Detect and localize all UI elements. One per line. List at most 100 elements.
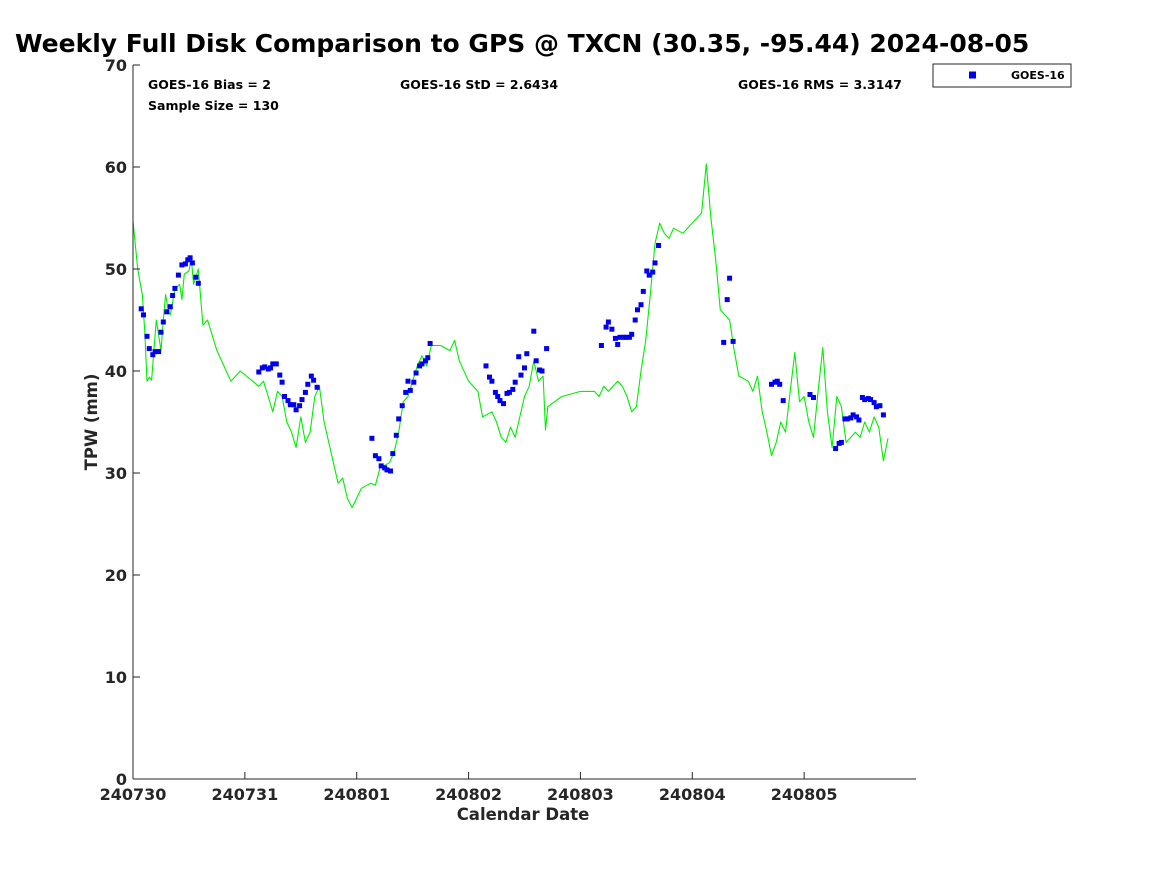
goes-16-point: [146, 346, 152, 352]
goes-16-point: [856, 417, 862, 423]
goes-16-point: [419, 361, 425, 367]
goes-16-point: [629, 331, 635, 337]
goes-16-point: [848, 415, 854, 421]
goes-16-point: [877, 403, 883, 409]
goes-16-point: [407, 387, 413, 393]
goes-16-point: [262, 364, 268, 370]
goes-16-point: [399, 403, 405, 409]
goes-16-point: [727, 275, 733, 281]
goes-16-point: [626, 334, 632, 340]
goes-16-point: [273, 361, 279, 367]
goes-16-point: [403, 389, 409, 395]
goes-16-point: [769, 381, 774, 387]
goes-16-series: [138, 243, 886, 474]
goes-16-point: [393, 432, 399, 438]
goes-16-point: [369, 435, 375, 441]
goes-16-point: [489, 378, 495, 384]
goes-16-point: [164, 309, 170, 315]
goes-16-point: [483, 363, 489, 369]
goes-16-point: [195, 280, 201, 286]
goes-16-point: [390, 451, 396, 457]
goes-16-point: [423, 358, 428, 364]
y-tick-label: 40: [105, 362, 127, 381]
goes-16-point: [302, 389, 308, 395]
goes-16-point: [506, 389, 512, 395]
legend-label-goes-16: GOES-16: [1011, 69, 1065, 82]
goes-16-point: [774, 378, 780, 384]
goes-16-point: [411, 379, 417, 385]
legend-marker-goes-16: [969, 71, 976, 79]
goes-16-point: [780, 398, 786, 404]
goes-16-point: [144, 333, 150, 339]
goes-16-point: [299, 397, 305, 403]
goes-16-point: [838, 439, 844, 445]
goes-16-point: [152, 349, 158, 355]
goes-16-point: [638, 302, 644, 308]
x-axis-label: Calendar Date: [457, 805, 590, 824]
goes-16-point: [189, 260, 195, 266]
goes-16-point: [544, 346, 550, 352]
std-stat: GOES-16 StD = 2.6434: [400, 77, 558, 92]
goes-16-point: [384, 467, 390, 473]
goes-16-point: [287, 402, 293, 408]
goes-16-point: [425, 355, 431, 361]
rms-stat: GOES-16 RMS = 3.3147: [738, 77, 902, 92]
goes-16-point: [282, 394, 287, 399]
goes-16-point: [516, 354, 522, 360]
axes: 0 10 20 30 40 50 60 70 240730 240731 240801 240802…: [100, 56, 916, 804]
goes-16-point: [850, 412, 856, 418]
goes-16-point: [158, 329, 164, 335]
goes-16-point: [632, 317, 638, 323]
x-ticks: 240730 240731 240801 240802 240803 240804 2408…: [100, 772, 838, 804]
goes-16-point: [854, 414, 860, 420]
goes-16-point: [308, 373, 314, 379]
goes-16-point: [533, 358, 539, 364]
goes-16-point: [868, 397, 874, 403]
goes-16-point: [170, 293, 176, 298]
goes-16-point: [811, 395, 816, 400]
goes-16-point: [873, 404, 879, 410]
goes-16-point: [413, 370, 419, 376]
goes-16-point: [138, 306, 144, 312]
y-ticks: 0 10 20 30 40 50 60 70: [105, 56, 140, 789]
goes-16-point: [293, 407, 299, 413]
goes-16-point: [495, 394, 501, 399]
goes-16-point: [617, 334, 623, 340]
x-tick-label: 240805: [771, 785, 838, 804]
chart-title: Weekly Full Disk Comparison to GPS @ TXC…: [15, 29, 1029, 58]
y-tick-label: 20: [105, 566, 127, 585]
goes-16-point: [644, 268, 650, 274]
goes-16-point: [405, 378, 411, 384]
goes-16-point: [612, 335, 618, 341]
goes-16-point: [141, 312, 146, 318]
goes-16-point: [510, 386, 516, 392]
goes-16-point: [615, 342, 621, 347]
goes-16-point: [777, 381, 783, 387]
goes-16-point: [871, 400, 877, 406]
goes-16-point: [291, 402, 297, 408]
goes-16-point: [603, 324, 609, 330]
goes-16-point: [150, 352, 156, 358]
goes-16-point: [609, 326, 615, 332]
legend-box: [932, 63, 1072, 88]
goes-16-point: [522, 365, 527, 371]
goes-16-point: [277, 372, 283, 378]
goes-16-point: [172, 285, 178, 291]
y-tick-label: 70: [105, 56, 127, 75]
x-tick-label: 240801: [323, 785, 390, 804]
goes-16-point: [279, 379, 285, 385]
goes-16-point: [492, 389, 498, 395]
goes-16-point: [605, 319, 611, 325]
goes-16-point: [193, 274, 199, 280]
goes-16-point: [598, 343, 604, 348]
goes-16-point: [179, 262, 185, 268]
plot-area: [132, 163, 889, 509]
goes-16-point: [487, 374, 492, 380]
goes-16-point: [270, 361, 276, 367]
goes-16-point: [160, 319, 166, 325]
goes-16-point: [305, 381, 311, 387]
goes-16-point: [512, 379, 518, 385]
x-tick-label: 240730: [100, 785, 167, 804]
goes-16-point: [311, 377, 317, 383]
